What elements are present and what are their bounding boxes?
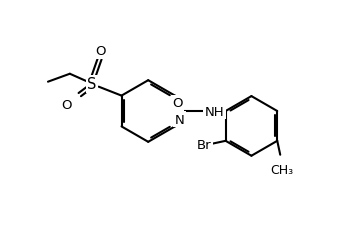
Text: Br: Br [197,139,211,152]
Text: NH: NH [205,105,224,118]
Text: S: S [87,77,96,92]
Text: O: O [172,97,183,110]
Text: O: O [62,99,72,112]
Text: CH₃: CH₃ [271,163,294,176]
Text: N: N [175,113,185,126]
Text: O: O [96,45,106,58]
